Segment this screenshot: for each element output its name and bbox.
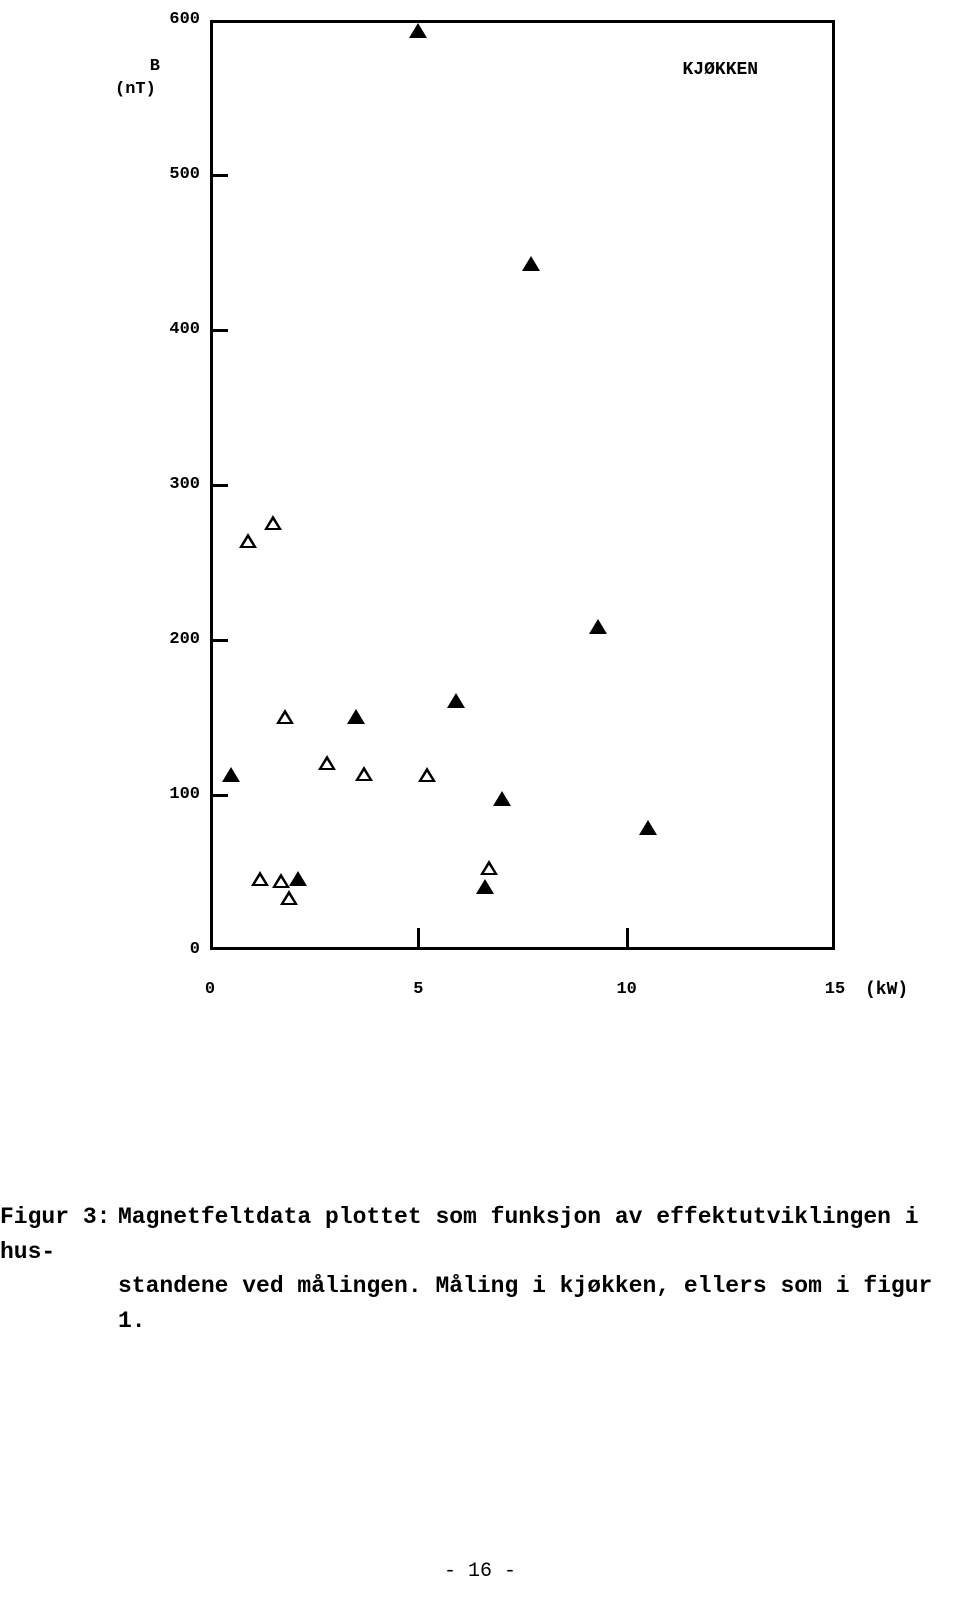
triangle-filled-icon [409,23,427,38]
triangle-filled-icon [639,820,657,835]
triangle-open-icon [480,860,498,875]
y-tick-label: 100 [150,785,200,804]
y-tick-label: 500 [150,165,200,184]
x-axis-unit: (kW) [865,980,908,1000]
figure-caption: Figur 3:Magnetfeltdata plottet som funks… [0,1200,940,1338]
triangle-open-icon [318,755,336,770]
page-number: - 16 - [0,1560,960,1583]
triangle-open-icon [264,515,282,530]
y-tick-label: 200 [150,630,200,649]
triangle-filled-icon [347,709,365,724]
triangle-filled-icon [447,693,465,708]
y-axis-unit: (nT) [115,80,156,99]
chart-container: B (nT) KJØKKEN (kW) 0 100 200 300 400 500 600 0… [60,0,940,1100]
triangle-open-icon [355,766,373,781]
plot-area [210,20,835,950]
triangle-filled-icon [222,767,240,782]
triangle-open-icon [251,871,269,886]
page: B (nT) KJØKKEN (kW) 0 100 200 300 400 500 600 0… [0,0,960,1615]
x-tick-label: 15 [815,980,855,999]
x-tick-label: 0 [190,980,230,999]
triangle-filled-icon [289,871,307,886]
y-tick-label: 0 [150,940,200,959]
triangle-open-icon [418,767,436,782]
caption-line2: standene ved målingen. Måling i kjøkken,… [0,1269,940,1338]
y-tick-mark [210,639,228,642]
triangle-open-icon [239,533,257,548]
y-tick-label: 600 [150,10,200,29]
triangle-open-icon [276,709,294,724]
y-tick-label: 400 [150,320,200,339]
y-tick-mark [210,329,228,332]
triangle-filled-icon [476,879,494,894]
caption-label: Figur 3: [0,1200,118,1235]
series-label: KJØKKEN [683,60,759,80]
y-tick-mark [210,484,228,487]
y-tick-mark [210,174,228,177]
triangle-open-icon [272,873,290,888]
triangle-open-icon [280,890,298,905]
x-tick-mark [417,928,420,950]
x-tick-label: 5 [398,980,438,999]
caption-line1: Magnetfeltdata plottet som funksjon av e… [0,1204,919,1265]
triangle-filled-icon [493,791,511,806]
triangle-filled-icon [522,256,540,271]
y-tick-label: 300 [150,475,200,494]
x-tick-mark [626,928,629,950]
y-axis-label: B [130,57,160,76]
triangle-filled-icon [589,619,607,634]
x-tick-label: 10 [607,980,647,999]
y-tick-mark [210,794,228,797]
